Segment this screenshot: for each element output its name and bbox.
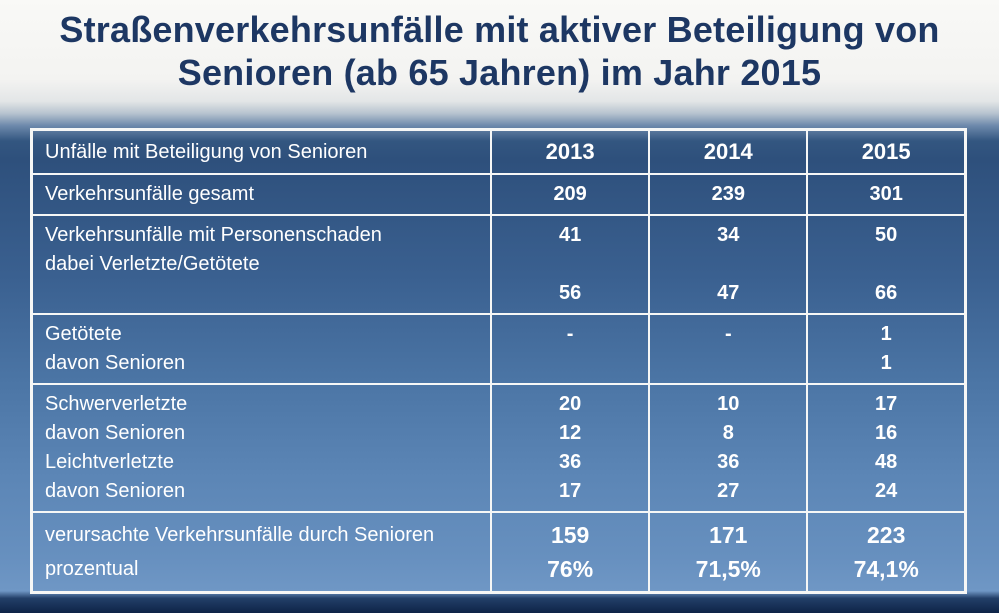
slide-title-line2: Senioren (ab 65 Jahren) im Jahr 2015 <box>177 52 822 93</box>
table-row-personenschaden: Verkehrsunfälle mit Personenschaden dabe… <box>30 214 967 315</box>
cell-value: 50 <box>875 224 898 246</box>
row-label: davon Senioren <box>45 422 186 444</box>
cell-value <box>654 349 802 378</box>
cell-value: - <box>724 323 732 345</box>
cell-value: 27 <box>717 480 740 502</box>
cell-value <box>496 250 644 279</box>
cell-value: 10 <box>717 393 740 415</box>
table-header-row: Unfälle mit Beteiligung von Senioren 201… <box>30 128 967 175</box>
cell-value: 48 <box>875 451 898 473</box>
cell-value: 239 <box>711 183 745 205</box>
cell-value: 20 <box>559 393 582 415</box>
cell-value: 16 <box>875 422 898 444</box>
cell-value: 223 <box>866 522 906 548</box>
cell-value <box>812 250 960 279</box>
cell-value <box>654 250 802 279</box>
row-label <box>45 279 478 308</box>
cell-value: 56 <box>559 282 582 304</box>
table-row-getoetete: Getötete davon Senioren - - 1 1 <box>30 313 967 385</box>
cell-value: 34 <box>717 224 740 246</box>
table-row-verletzte: Schwerverletzte davon Senioren Leichtver… <box>30 383 967 513</box>
row-label: Getötete <box>45 323 122 345</box>
cell-value: 209 <box>553 183 587 205</box>
cell-value: - <box>566 323 574 345</box>
cell-value: 301 <box>869 183 903 205</box>
cell-value: 36 <box>559 451 582 473</box>
row-label: prozentual <box>45 558 139 580</box>
cell-value: 8 <box>722 422 734 444</box>
cell-value: 47 <box>717 282 740 304</box>
row-label: Verkehrsunfälle gesamt <box>45 183 255 205</box>
table-header-label: Unfälle mit Beteiligung von Senioren <box>30 128 493 175</box>
row-label: Schwerverletzte <box>45 393 188 415</box>
cell-value: 71,5% <box>695 556 761 582</box>
cell-value: 17 <box>559 480 582 502</box>
cell-value: 12 <box>559 422 582 444</box>
cell-value: 171 <box>709 522 748 548</box>
slide-title: Straßenverkehrsunfälle mit aktiver Betei… <box>0 8 999 94</box>
row-label: davon Senioren <box>45 480 186 502</box>
row-label: Verkehrsunfälle mit Personenschaden <box>45 224 382 246</box>
cell-value: 41 <box>559 224 582 246</box>
row-label: dabei Verletzte/Getötete <box>45 253 260 275</box>
slide-title-line1: Straßenverkehrsunfälle mit aktiver Betei… <box>59 9 940 50</box>
cell-value: 36 <box>717 451 740 473</box>
row-label: davon Senioren <box>45 352 186 374</box>
row-label: Leichtverletzte <box>45 451 174 473</box>
cell-value: 24 <box>875 480 898 502</box>
cell-value <box>496 349 644 378</box>
year-header-2013: 2013 <box>490 128 651 175</box>
cell-value: 1 <box>880 323 892 345</box>
year-header-2014: 2014 <box>648 128 809 175</box>
cell-value: 159 <box>550 522 590 548</box>
cell-value: 66 <box>875 282 898 304</box>
cell-value: 17 <box>875 393 898 415</box>
row-label: verursachte Verkehrsunfälle durch Senior… <box>45 524 435 546</box>
statistics-table: Unfälle mit Beteiligung von Senioren 201… <box>30 128 967 594</box>
table-row-verursachte: verursachte Verkehrsunfälle durch Senior… <box>30 511 967 594</box>
cell-value: 74,1% <box>853 556 919 582</box>
cell-value: 1 <box>880 352 892 374</box>
year-header-2015: 2015 <box>806 128 967 175</box>
cell-value: 76% <box>547 556 594 582</box>
table-row-gesamt: Verkehrsunfälle gesamt 209 239 301 <box>30 173 967 216</box>
